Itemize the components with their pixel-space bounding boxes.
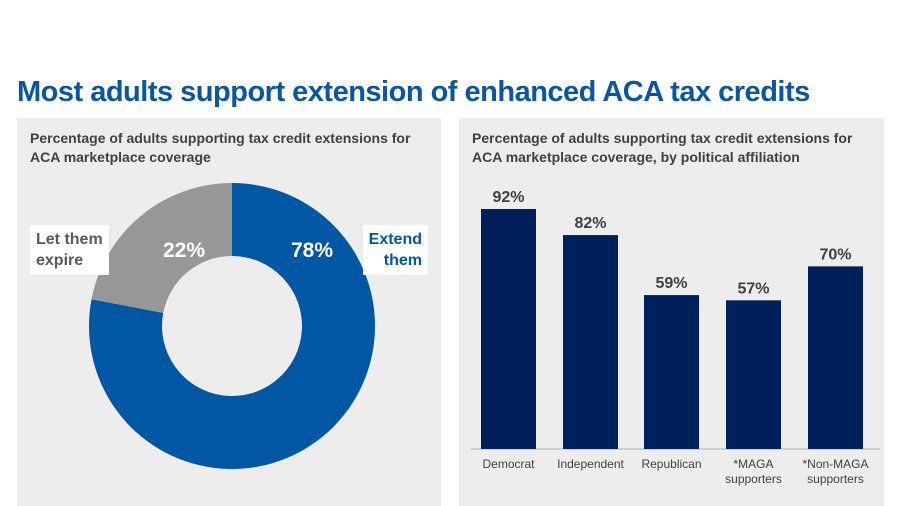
page-title: Most adults support extension of enhance… — [17, 76, 810, 108]
donut-chart: 78% 22% — [88, 183, 375, 469]
x-tick-label: *MAGA — [733, 457, 773, 471]
bar — [563, 235, 618, 449]
label-line: Extend — [368, 231, 422, 248]
slice-value-label: 22% — [163, 239, 205, 262]
label-line: them — [383, 252, 422, 269]
x-tick-label: Independent — [557, 457, 624, 471]
bar-value-label: 82% — [574, 215, 606, 232]
bar — [481, 209, 536, 449]
x-tick-label: Democrat — [482, 457, 535, 471]
label-line: expire — [36, 252, 84, 269]
bar-value-label: 59% — [655, 275, 687, 292]
donut-chart-panel: Percentage of adults supporting tax cred… — [17, 118, 441, 506]
slice-value-label: 78% — [291, 239, 333, 262]
bar — [726, 300, 781, 449]
x-tick-label: Republican — [641, 457, 701, 471]
donut-slice — [88, 183, 375, 469]
legend-label-expire: Let them expire — [30, 225, 109, 275]
bar — [808, 266, 863, 449]
bar-chart-subtitle: Percentage of adults supporting tax cred… — [472, 130, 853, 165]
bar — [644, 295, 699, 449]
bar-value-label: 57% — [737, 280, 769, 297]
label-line: Let them — [36, 231, 103, 248]
bar-chart-panel: Percentage of adults supporting tax cred… — [459, 118, 884, 506]
donut-slice — [91, 183, 232, 313]
x-tick-label: supporters — [725, 472, 782, 486]
x-tick-label: *Non-MAGA — [802, 457, 868, 471]
donut-chart-subtitle: Percentage of adults supporting tax cred… — [30, 130, 411, 165]
legend-label-extend: Extend them — [362, 225, 428, 275]
bar-chart: 92% Democrat 82% Independent 59% Republican 57… — [471, 189, 880, 486]
bar-value-label: 92% — [492, 189, 524, 206]
bar-value-label: 70% — [819, 246, 851, 263]
x-tick-label: supporters — [807, 472, 864, 486]
